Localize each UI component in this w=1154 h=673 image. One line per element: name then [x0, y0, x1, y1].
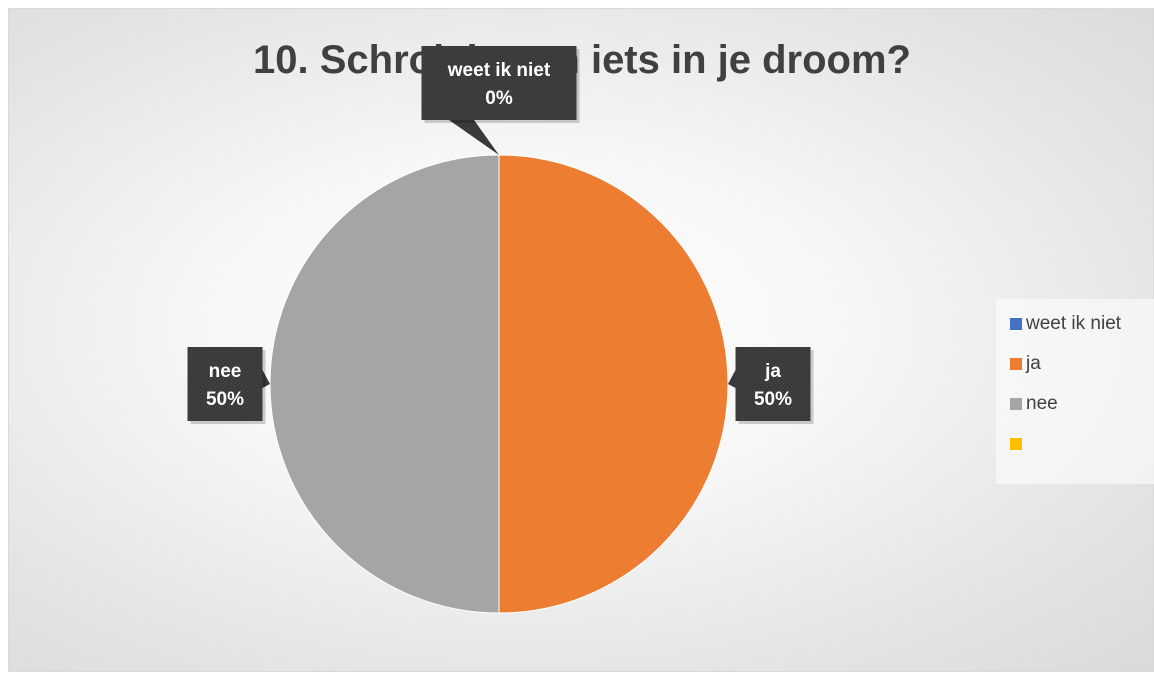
data-label-weet-ik-niet: weet ik niet 0% [421, 46, 580, 155]
data-label-nee: nee 50% [187, 347, 270, 424]
legend-label: nee [1026, 393, 1058, 414]
legend-swatch [1010, 398, 1022, 410]
legend-label: weet ik niet [1026, 313, 1122, 334]
callout-box [421, 46, 577, 120]
legend-swatch [1010, 438, 1022, 450]
legend-item-ja: ja [1010, 353, 1041, 375]
legend-item-blank [1010, 433, 1026, 455]
chart-title: 10. Schrok je van iets in je droom? [253, 38, 911, 82]
data-label-ja: ja 50% [728, 347, 814, 424]
legend-label: ja [1026, 353, 1041, 374]
pie-slices [269, 154, 729, 614]
legend-swatch [1010, 318, 1022, 330]
pie-slice-ja [498, 154, 729, 614]
legend-item-weet-ik-niet: weet ik niet [1010, 313, 1121, 335]
legend-swatch [1010, 358, 1022, 370]
data-label-category: nee [209, 361, 242, 382]
callout-pointer [728, 370, 736, 388]
data-label-category: weet ik niet [447, 60, 551, 81]
data-label-percent: 50% [206, 389, 244, 410]
data-label-percent: 50% [754, 389, 792, 410]
pie-slice-nee [269, 154, 500, 614]
chart-area: 10. Schrok je van iets in je droom? weet… [8, 8, 1154, 672]
pie-chart: 10. Schrok je van iets in je droom? weet… [187, 38, 911, 614]
callout-box [735, 347, 811, 421]
data-label-percent: 0% [485, 88, 513, 109]
callout-pointer [449, 120, 499, 155]
data-labels: weet ik niet 0% ja 50% nee 50% [187, 46, 814, 424]
legend-item-nee: nee [1010, 393, 1058, 415]
legend: weet ik niet ja nee [996, 299, 1154, 484]
callout-pointer [262, 370, 270, 388]
callout-box [187, 347, 263, 421]
data-label-category: ja [764, 361, 781, 382]
